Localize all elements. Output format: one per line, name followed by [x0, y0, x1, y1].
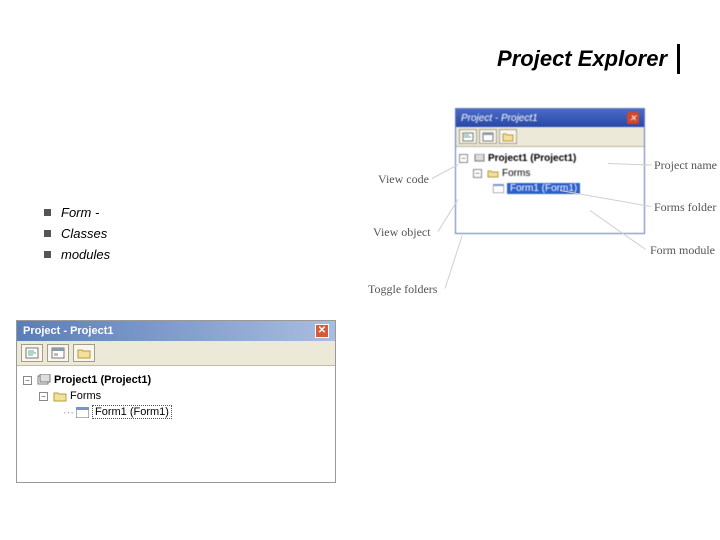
form-icon — [493, 184, 504, 193]
view-object-icon — [51, 347, 65, 359]
bullet-list: Form - Classes modules — [44, 205, 110, 268]
callout-form-module: Form module — [650, 243, 715, 258]
folder-icon — [53, 391, 67, 402]
tree-view[interactable]: − Project1 (Project1) − Forms ⋯ Form1 (F… — [17, 366, 335, 482]
bullet-item: Classes — [44, 226, 110, 241]
window-titlebar[interactable]: Project - Project1 ✕ — [456, 109, 644, 127]
bullet-icon — [44, 209, 51, 216]
bullet-item: modules — [44, 247, 110, 262]
tree-folder-node[interactable]: − Forms — [23, 388, 329, 404]
close-button[interactable]: ✕ — [315, 324, 329, 338]
project-icon — [37, 374, 51, 386]
callout-view-object: View object — [373, 225, 431, 240]
annotated-project-explorer: Project - Project1 ✕ − Project1 (Project… — [455, 108, 645, 234]
window-title: Project - Project1 — [23, 325, 113, 337]
callout-forms-folder: Forms folder — [654, 200, 716, 215]
tree-project-label: Project1 (Project1) — [488, 153, 576, 164]
collapse-icon[interactable]: − — [473, 169, 482, 178]
view-code-button[interactable] — [21, 344, 43, 362]
view-code-button[interactable] — [459, 129, 477, 144]
folder-icon — [77, 347, 91, 359]
collapse-icon[interactable]: − — [39, 392, 48, 401]
folder-icon — [502, 132, 514, 142]
page-title: Project Explorer — [497, 44, 680, 74]
folder-icon — [487, 169, 499, 178]
collapse-icon[interactable]: − — [459, 154, 468, 163]
bullet-icon — [44, 230, 51, 237]
callout-toggle-folders: Toggle folders — [368, 282, 437, 297]
view-object-button[interactable] — [47, 344, 69, 362]
view-object-button[interactable] — [479, 129, 497, 144]
window-title: Project - Project1 — [461, 113, 538, 124]
callout-line — [445, 235, 463, 289]
toggle-folders-button[interactable] — [73, 344, 95, 362]
tree-form-label: Form1 (Form1) — [92, 405, 172, 419]
bullet-item: Form - — [44, 205, 110, 220]
callout-project-name: Project name — [654, 158, 717, 173]
toggle-folders-button[interactable] — [499, 129, 517, 144]
close-icon: ✕ — [629, 113, 637, 124]
view-code-icon — [462, 132, 474, 142]
toolbar — [17, 341, 335, 366]
collapse-icon[interactable]: − — [23, 376, 32, 385]
tree-project-label: Project1 (Project1) — [54, 374, 151, 386]
tree-folder-label: Forms — [70, 390, 101, 402]
toolbar — [456, 127, 644, 147]
project-icon — [473, 154, 485, 164]
tree-form-node[interactable]: Form1 (Form1) — [459, 181, 641, 196]
callout-view-code: View code — [378, 172, 429, 187]
bullet-icon — [44, 251, 51, 258]
view-object-icon — [482, 132, 494, 142]
tree-folder-node[interactable]: − Forms — [459, 166, 641, 181]
tree-folder-label: Forms — [502, 168, 530, 179]
bullet-label: Classes — [61, 226, 107, 241]
window-titlebar[interactable]: Project - Project1 ✕ — [17, 321, 335, 341]
tree-form-node[interactable]: ⋯ Form1 (Form1) — [23, 404, 329, 420]
close-icon: ✕ — [318, 326, 326, 336]
tree-project-node[interactable]: − Project1 (Project1) — [23, 372, 329, 388]
tree-view[interactable]: − Project1 (Project1) − Forms Form1 (For… — [456, 147, 644, 233]
bullet-label: modules — [61, 247, 110, 262]
form-icon — [76, 407, 89, 418]
bullet-label: Form - — [61, 205, 99, 220]
close-button[interactable]: ✕ — [627, 112, 639, 124]
view-code-icon — [25, 347, 39, 359]
project-explorer-window: Project - Project1 ✕ − Project1 (Project… — [16, 320, 336, 483]
tree-connector: ⋯ — [63, 406, 74, 419]
